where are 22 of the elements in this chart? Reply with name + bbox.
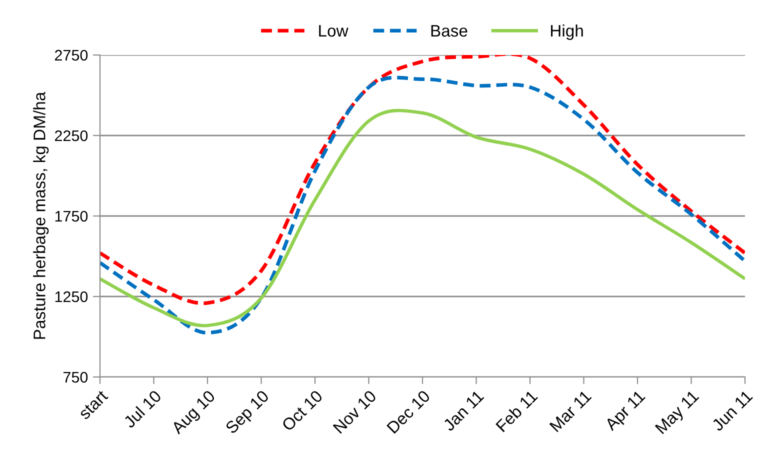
x-tick-label: Dec 10 (386, 390, 431, 434)
legend-label: High (551, 24, 583, 40)
x-tick-label: Jul 10 (122, 389, 162, 429)
y-axis-title: Pasture herbage mass, kg DM/ha (33, 92, 49, 339)
y-tick-label: 1250 (55, 291, 88, 302)
x-tick-label: Oct 10 (281, 390, 324, 432)
x-tick-label: Mar 11 (549, 390, 592, 432)
x-tick-label: start (78, 390, 109, 420)
y-tick-label: 2250 (54, 130, 88, 142)
x-tick-label: Jun 11 (711, 390, 754, 432)
x-tick-label: Apr 11 (604, 390, 648, 434)
legend-label: Base (431, 25, 468, 37)
x-tick-label: Nov 10 (332, 390, 377, 434)
x-tick-label: May 11 (654, 390, 702, 437)
x-tick-label: Feb 11 (495, 389, 538, 432)
y-tick-label: 1750 (55, 210, 88, 222)
x-tick-label: Jan 11 (442, 390, 484, 432)
y-tick-label: 750 (63, 372, 88, 383)
x-tick-label: Aug 10 (170, 390, 218, 438)
legend-label: Low (319, 25, 348, 37)
y-tick-label: 2750 (54, 50, 88, 61)
x-tick-label: Sep 10 (224, 390, 272, 437)
